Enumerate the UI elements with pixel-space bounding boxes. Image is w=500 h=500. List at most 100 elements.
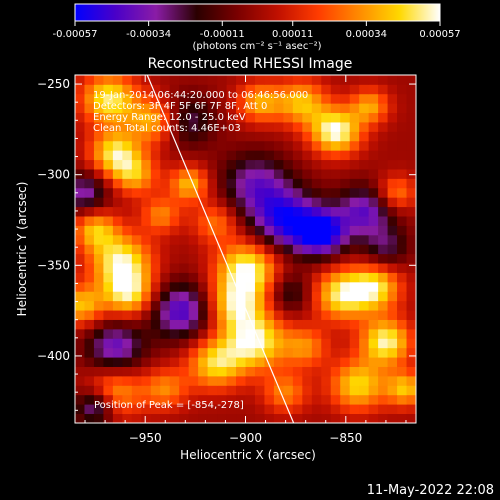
- heatmap-cell: [406, 385, 416, 396]
- heatmap-cell: [84, 187, 95, 198]
- heatmap-cell: [311, 263, 322, 273]
- heatmap-cell: [103, 112, 114, 123]
- colorbar-tick-label: -0.00034: [126, 29, 171, 40]
- heatmap-cell: [387, 122, 398, 132]
- heatmap-cell: [150, 291, 161, 302]
- heatmap-cell: [226, 84, 237, 95]
- heatmap-cell: [160, 93, 171, 104]
- heatmap-cell: [254, 281, 265, 292]
- heatmap-cell: [169, 385, 180, 396]
- heatmap-cell: [179, 319, 190, 330]
- heatmap-cell: [292, 375, 303, 386]
- heatmap-cell: [141, 375, 152, 386]
- heatmap-cell: [112, 197, 123, 208]
- heatmap-cell: [387, 187, 398, 198]
- heatmap-cell: [236, 197, 246, 208]
- heatmap-cell: [387, 300, 398, 311]
- heatmap-cell: [198, 281, 209, 292]
- heatmap-cell: [188, 319, 199, 330]
- heatmap-cell: [217, 281, 227, 292]
- heatmap-cell: [141, 281, 152, 292]
- heatmap-cell: [112, 103, 123, 114]
- heatmap-cell: [273, 150, 284, 161]
- heatmap-cell: [406, 93, 416, 104]
- heatmap-cell: [150, 253, 161, 264]
- heatmap-cell: [340, 291, 351, 302]
- heatmap-cell: [283, 263, 294, 273]
- heatmap-cell: [368, 244, 379, 255]
- heatmap-cell: [112, 244, 123, 255]
- heatmap-cell: [378, 150, 388, 161]
- heatmap-cell: [226, 291, 237, 302]
- heatmap-cell: [330, 206, 341, 217]
- heatmap-cell: [359, 93, 370, 104]
- heatmap-cell: [75, 413, 85, 423]
- heatmap-cell: [321, 272, 332, 283]
- heatmap-cell: [368, 169, 379, 179]
- heatmap-cell: [160, 187, 171, 198]
- heatmap-cell: [112, 413, 123, 423]
- heatmap-cell: [406, 272, 416, 283]
- heatmap-cell: [188, 131, 199, 142]
- heatmap-cell: [349, 150, 360, 161]
- heatmap-cell: [207, 319, 218, 330]
- heatmap-cell: [245, 413, 256, 423]
- heatmap-cell: [207, 159, 218, 170]
- heatmap-cell: [236, 272, 246, 283]
- heatmap-cell: [359, 291, 370, 302]
- heatmap-cell: [349, 140, 360, 151]
- heatmap-cell: [75, 281, 85, 292]
- heatmap-cell: [93, 197, 104, 208]
- heatmap-cell: [340, 300, 351, 311]
- heatmap-cell: [217, 93, 227, 104]
- heatmap-cell: [169, 178, 180, 189]
- heatmap-cell: [207, 216, 218, 226]
- heatmap-cell: [311, 347, 322, 358]
- heatmap-cell: [321, 394, 332, 405]
- heatmap-cell: [112, 385, 123, 396]
- heatmap-cell: [254, 122, 265, 132]
- heatmap-cell: [122, 263, 133, 273]
- heatmap-cell: [311, 159, 322, 170]
- heatmap-cell: [150, 328, 161, 339]
- heatmap-cell: [264, 122, 275, 132]
- heatmap-cell: [254, 253, 265, 264]
- heatmap-cell: [141, 291, 152, 302]
- heatmap-cell: [245, 197, 256, 208]
- heatmap-cell: [245, 385, 256, 396]
- heatmap-cell: [160, 328, 171, 339]
- heatmap-cell: [378, 234, 388, 245]
- heatmap-cell: [141, 310, 152, 320]
- heatmap-cell: [406, 84, 416, 95]
- heatmap-cell: [302, 197, 313, 208]
- heatmap-cell: [131, 263, 142, 273]
- heatmap-cell: [93, 357, 104, 367]
- heatmap-cell: [226, 234, 237, 245]
- heatmap-cell: [292, 197, 303, 208]
- heatmap-cell: [75, 300, 85, 311]
- heatmap-cell: [302, 366, 313, 377]
- heatmap-cell: [179, 404, 190, 414]
- heatmap-cell: [75, 159, 85, 170]
- heatmap-cell: [226, 281, 237, 292]
- heatmap-cell: [330, 197, 341, 208]
- heatmap-cell: [179, 150, 190, 161]
- heatmap-cell: [397, 347, 407, 358]
- heatmap-cell: [330, 150, 341, 161]
- heatmap-cell: [93, 225, 104, 236]
- heatmap-cell: [397, 206, 407, 217]
- heatmap-cell: [112, 112, 123, 123]
- heatmap-cell: [141, 112, 152, 123]
- heatmap-cell: [254, 225, 265, 236]
- heatmap-cell: [349, 187, 360, 198]
- heatmap-cell: [273, 244, 284, 255]
- heatmap-cell: [198, 159, 209, 170]
- heatmap-cell: [236, 75, 246, 85]
- heatmap-cell: [378, 394, 388, 405]
- heatmap-cell: [112, 253, 123, 264]
- heatmap-cell: [245, 169, 256, 179]
- heatmap-cell: [254, 197, 265, 208]
- heatmap-cell: [368, 131, 379, 142]
- heatmap-cell: [406, 338, 416, 349]
- heatmap-cell: [406, 131, 416, 142]
